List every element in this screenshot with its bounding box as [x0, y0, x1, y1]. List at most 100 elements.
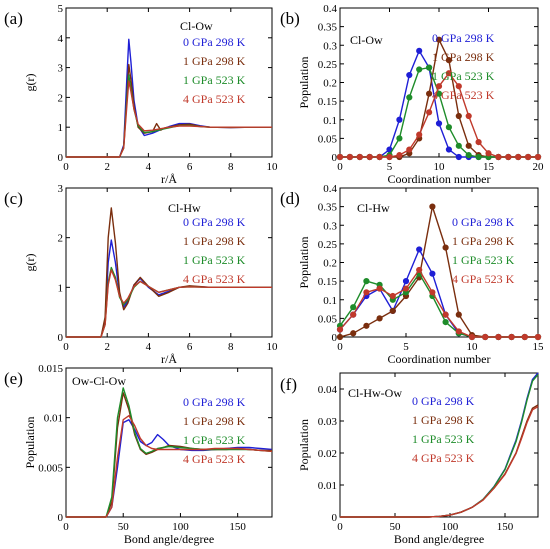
y-tick-label: 0.2: [323, 78, 337, 90]
data-point: [363, 278, 370, 285]
panel-annotation: Cl-Hw-Ow: [348, 386, 402, 400]
legend-entry: 1 GPa 298 K: [183, 414, 246, 428]
panel-d: 0 5 10 15 0 0.05 0.1 0.15 0.2 0.25 0.3 0.35 0.4 Coord…: [280, 183, 544, 366]
y-tick-label: 0.03: [318, 416, 338, 428]
plot-frame: [65, 187, 273, 338]
data-point: [429, 270, 436, 277]
legend-entry: 1 GPa 298 K: [452, 234, 515, 248]
legend-entry: 4 GPa 523 K: [412, 451, 475, 465]
data-point: [435, 120, 443, 127]
legend-entry: 4 GPa 523 K: [183, 272, 246, 286]
x-axis-label: Coordination number: [388, 172, 491, 186]
x-tick-label: 0: [63, 341, 69, 353]
x-tick-label: 6: [187, 161, 193, 173]
data-point: [426, 109, 433, 116]
data-point: [429, 203, 436, 210]
series-line-4: [340, 405, 539, 518]
y-tick-label: 1: [58, 282, 64, 294]
data-point: [426, 90, 433, 97]
y-tick-label: 0.15: [318, 276, 338, 288]
y-axis-label: Population: [297, 236, 311, 288]
data-point: [363, 322, 370, 329]
y-tick-label: 0: [332, 152, 338, 164]
data-point: [455, 153, 462, 161]
series-line-4: [66, 269, 272, 338]
data-point: [495, 333, 502, 341]
x-tick-label: 50: [390, 521, 402, 533]
x-tick-label: 8: [228, 161, 234, 173]
legend-entry: 1 GPa 298 K: [183, 54, 246, 68]
y-tick-label: 0.01: [318, 480, 337, 492]
legend-entry: 1 GPa 298 K: [432, 50, 495, 64]
data-point: [366, 153, 373, 161]
legend-entry: 0 GPa 298 K: [183, 35, 246, 49]
data-point: [406, 94, 413, 101]
y-tick-label: 0.1: [323, 115, 337, 127]
legend-entry: 4 GPa 523 K: [452, 272, 515, 286]
y-tick-label: 0.005: [38, 462, 63, 474]
y-tick-label: 0.3: [323, 220, 337, 232]
x-tick-label: 0: [337, 341, 343, 353]
data-point: [442, 244, 449, 251]
x-tick-label: 2: [104, 161, 110, 173]
data-point: [455, 311, 462, 318]
legend-entry: 1 GPa 298 K: [183, 234, 246, 248]
x-tick-label: 0: [63, 521, 69, 533]
x-axis-label: Bond angle/degree: [394, 532, 484, 546]
x-tick-label: 15: [533, 341, 545, 353]
data-point: [534, 153, 542, 161]
data-point: [336, 326, 344, 333]
series-line-1: [340, 50, 538, 158]
x-tick-label: 5: [403, 341, 409, 353]
data-point: [534, 333, 542, 341]
y-axis-label: Population: [23, 416, 37, 468]
y-tick-label: 0: [332, 332, 338, 344]
panel-annotation: Cl-Ow: [350, 33, 383, 47]
panel-label: (b): [280, 9, 300, 28]
legend-entry: 1 GPa 523 K: [412, 432, 475, 446]
data-point: [468, 333, 476, 341]
y-tick-label: 0.3: [323, 40, 337, 52]
series-line-3: [66, 387, 273, 518]
y-tick-label: 3: [58, 63, 64, 75]
panel-e: 0 50 100 150 0 0.005 0.01 0.015 Bond angle/degre…: [4, 363, 273, 546]
data-point: [442, 319, 449, 326]
data-point: [525, 153, 532, 161]
y-tick-label: 0.4: [323, 183, 337, 195]
x-axis-label: r/Å: [161, 172, 177, 186]
panel-label: (d): [280, 189, 300, 208]
data-point: [416, 246, 423, 253]
y-tick-label: 0.25: [318, 239, 338, 251]
panel-c: 0 2 4 6 8 10 0 1 2 3 r/Å g(r) (c) Cl-Hw0 GPa 298 K 1 G…: [4, 183, 278, 366]
legend-entry: 0 GPa 298 K: [412, 394, 475, 408]
data-point: [386, 153, 393, 161]
data-point: [336, 153, 344, 161]
data-point: [429, 289, 436, 296]
data-point: [475, 153, 482, 161]
x-tick-label: 10: [434, 161, 446, 173]
x-tick-label: 4: [146, 161, 152, 173]
data-point: [465, 112, 472, 120]
legend-entry: 1 GPa 523 K: [183, 433, 246, 447]
data-point: [416, 131, 423, 138]
x-tick-label: 6: [187, 341, 193, 353]
x-tick-label: 0: [337, 521, 343, 533]
series-line-3: [66, 74, 272, 158]
y-tick-label: 5: [58, 3, 64, 15]
legend-entry: 0 GPa 298 K: [452, 215, 515, 229]
x-tick-label: 100: [442, 521, 459, 533]
legend-entry: 1 GPa 298 K: [412, 413, 475, 427]
series-line-4: [339, 269, 538, 338]
legend-entry: 1 GPa 523 K: [432, 69, 495, 83]
data-point: [396, 135, 403, 142]
y-tick-label: 2: [58, 233, 64, 245]
data-point: [416, 47, 423, 54]
x-tick-label: 15: [483, 161, 495, 173]
x-tick-label: 10: [267, 341, 279, 353]
y-tick-label: 0: [58, 332, 64, 344]
data-point: [350, 311, 357, 318]
panel-label: (a): [4, 9, 23, 28]
legend-entry: 1 GPa 523 K: [183, 253, 246, 267]
panel-annotation: Cl-Ow: [180, 19, 213, 33]
panel-label: (e): [4, 369, 23, 388]
